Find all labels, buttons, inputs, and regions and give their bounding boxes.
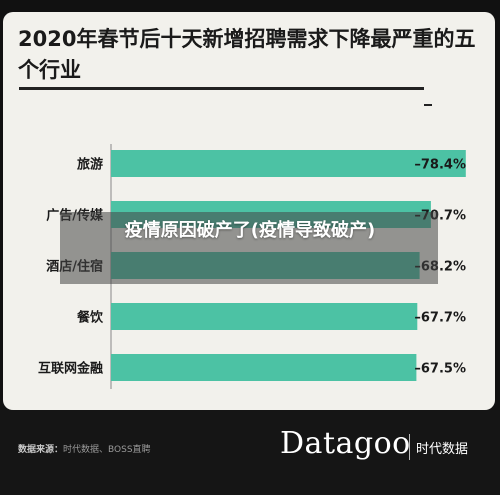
title-underline xyxy=(19,87,424,90)
bar xyxy=(111,303,418,330)
overlay-title: 疫情原因破产了(疫情导致破产) xyxy=(124,220,376,241)
source-text: 时代数据、BOSS直聘 xyxy=(63,445,151,455)
brand-name-cn: 时代数据 xyxy=(416,442,469,457)
bar-chart: 旅游–78.4%广告/传媒–70.7%酒店/住宿–68.2%餐饮–67.7%互联… xyxy=(38,144,466,389)
category-label: 互联网金融 xyxy=(38,361,103,377)
title-underline-end xyxy=(424,104,432,106)
value-label: –67.7% xyxy=(414,311,466,326)
source-note: 数据来源：时代数据、BOSS直聘 xyxy=(18,442,151,455)
category-label: 旅游 xyxy=(77,157,103,173)
bar xyxy=(111,150,466,177)
brand-separator xyxy=(409,434,410,460)
category-label: 餐饮 xyxy=(76,310,104,326)
value-label: –78.4% xyxy=(414,158,466,173)
footer-bar xyxy=(0,410,500,495)
value-label: –67.5% xyxy=(414,362,466,377)
overlay-banner xyxy=(60,212,438,284)
chart-title: 2020年春节后十天新增招聘需求下降最严重的五个行业 xyxy=(18,27,476,82)
brand-logo: Datagoo xyxy=(280,426,411,461)
bar xyxy=(111,354,417,381)
source-label: 数据来源： xyxy=(18,445,64,455)
